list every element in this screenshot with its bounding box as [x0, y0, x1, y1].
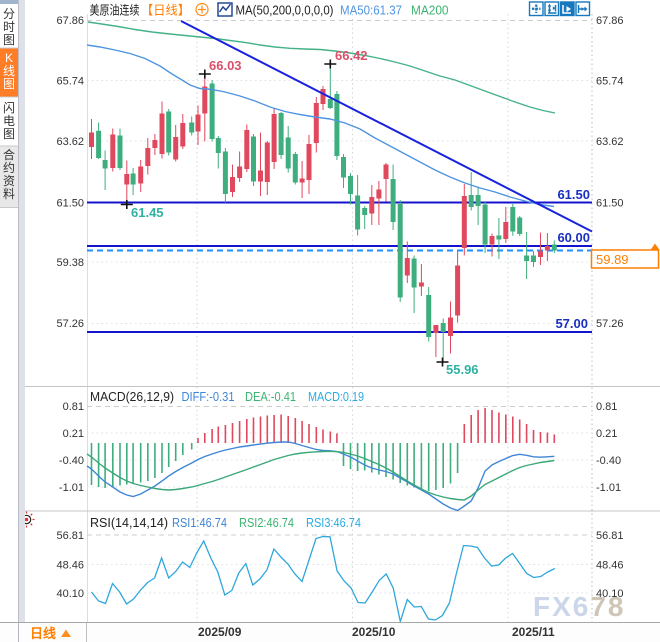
svg-text:40.10: 40.10 — [56, 588, 84, 600]
svg-text:2025/09: 2025/09 — [198, 625, 242, 639]
svg-text:图: 图 — [3, 33, 15, 47]
svg-text:DIFF:-0.31: DIFF:-0.31 — [182, 390, 235, 404]
svg-text:61.50: 61.50 — [596, 198, 624, 210]
svg-text:-1.01: -1.01 — [59, 482, 84, 494]
svg-text:图: 图 — [3, 77, 15, 91]
svg-text:RSI(14,14,14): RSI(14,14,14) — [90, 516, 168, 530]
svg-text:63.62: 63.62 — [56, 136, 84, 148]
svg-text:DEA:-0.41: DEA:-0.41 — [245, 390, 296, 404]
svg-text:MA(50,200,0,0,0,0): MA(50,200,0,0,0,0) — [236, 4, 334, 18]
svg-text:67.86: 67.86 — [56, 15, 84, 27]
svg-text:MACD:0.19: MACD:0.19 — [308, 390, 364, 404]
svg-text:2025/10: 2025/10 — [352, 625, 396, 639]
svg-text:MA200: MA200 — [411, 4, 449, 18]
svg-text:-0.40: -0.40 — [596, 455, 621, 467]
svg-text:66.42: 66.42 — [335, 48, 368, 63]
svg-text:电: 电 — [3, 114, 15, 128]
svg-text:57.26: 57.26 — [596, 318, 624, 330]
svg-text:-1.01: -1.01 — [596, 482, 621, 494]
svg-text:59.89: 59.89 — [596, 252, 629, 267]
svg-text:时: 时 — [3, 20, 15, 34]
svg-text:RSI3:46.74: RSI3:46.74 — [306, 516, 361, 530]
svg-text:FX678: FX678 — [533, 591, 626, 622]
svg-text:-0.40: -0.40 — [59, 455, 84, 467]
svg-text:约: 约 — [3, 160, 15, 175]
svg-text:线: 线 — [3, 64, 15, 78]
svg-text:MA50:61.37: MA50:61.37 — [340, 4, 402, 18]
svg-text:61.50: 61.50 — [557, 187, 590, 202]
svg-text:59.38: 59.38 — [56, 257, 84, 269]
svg-text:RSI2:46.74: RSI2:46.74 — [239, 516, 294, 530]
svg-text:料: 料 — [3, 187, 15, 201]
svg-text:48.46: 48.46 — [56, 560, 84, 572]
svg-text:分: 分 — [3, 7, 15, 21]
svg-text:66.03: 66.03 — [209, 58, 242, 73]
svg-text:57.26: 57.26 — [56, 318, 84, 330]
svg-text:0.21: 0.21 — [63, 428, 84, 440]
svg-text:闪: 闪 — [3, 101, 15, 115]
svg-text:0.81: 0.81 — [596, 401, 617, 413]
svg-text:40.10: 40.10 — [596, 588, 624, 600]
svg-text:0.81: 0.81 — [63, 401, 84, 413]
svg-text:65.74: 65.74 — [596, 76, 624, 88]
svg-text:RSI1:46.74: RSI1:46.74 — [172, 516, 227, 530]
svg-text:合: 合 — [3, 147, 15, 162]
svg-text:56.81: 56.81 — [596, 530, 624, 542]
svg-text:资: 资 — [3, 174, 15, 188]
svg-text:图: 图 — [3, 127, 15, 141]
svg-text:48.46: 48.46 — [596, 560, 624, 572]
svg-text:61.50: 61.50 — [56, 198, 84, 210]
svg-text:MACD(26,12,9): MACD(26,12,9) — [90, 390, 174, 404]
svg-text:美原油连续: 美原油连续 — [90, 3, 140, 18]
svg-text:55.96: 55.96 — [446, 362, 479, 377]
svg-text:63.62: 63.62 — [596, 136, 624, 148]
svg-text:61.45: 61.45 — [131, 205, 164, 220]
svg-text:0.21: 0.21 — [596, 428, 617, 440]
svg-text:56.81: 56.81 — [56, 530, 84, 542]
svg-text:K: K — [5, 51, 13, 65]
svg-text:日线: 日线 — [30, 626, 56, 641]
svg-text:67.86: 67.86 — [596, 15, 624, 27]
svg-text:60.00: 60.00 — [557, 230, 590, 245]
svg-text:65.74: 65.74 — [56, 76, 84, 88]
svg-text:【日线】: 【日线】 — [141, 4, 190, 18]
svg-text:57.00: 57.00 — [555, 316, 588, 331]
svg-text:2025/11: 2025/11 — [512, 625, 555, 639]
